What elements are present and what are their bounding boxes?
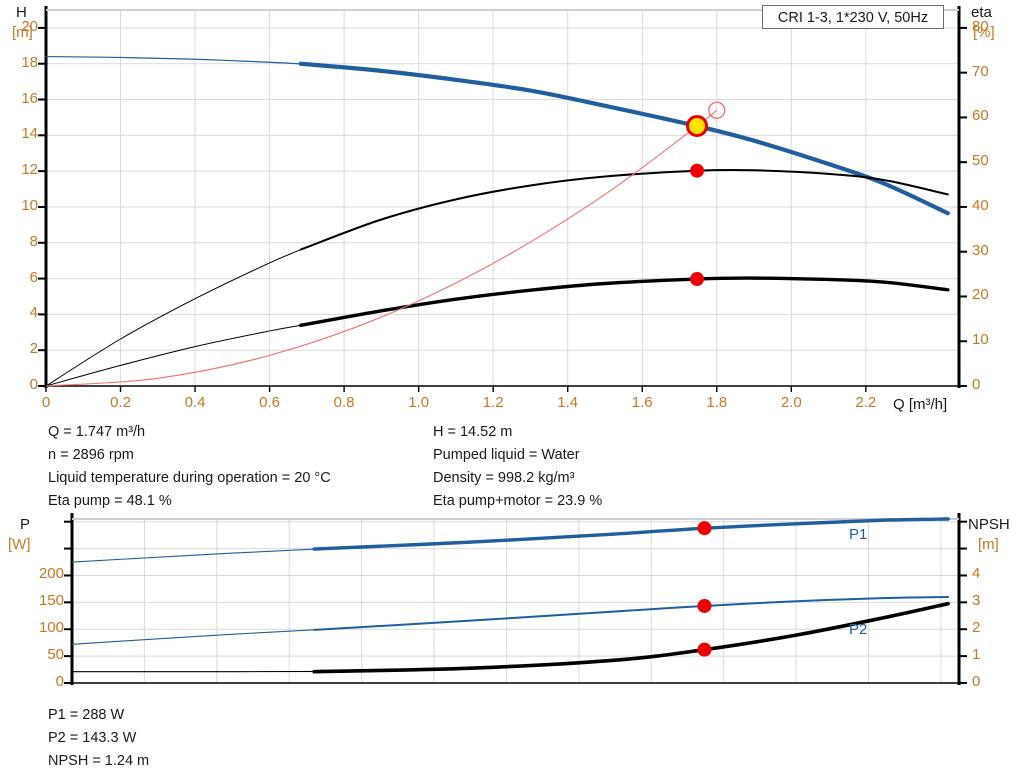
readout-flow: Q = 1.747 m³/h bbox=[48, 424, 146, 440]
efficiency-marker-1[interactable] bbox=[690, 163, 705, 178]
top-x-tick-label-1.0: 1.0 bbox=[408, 394, 430, 411]
top-right-tick-label-0: 0 bbox=[972, 376, 981, 393]
readout-eta-pump: Eta pump = 48.1 % bbox=[48, 493, 172, 509]
top-left-tick-label-2: 2 bbox=[29, 340, 38, 358]
bottom-marker-2[interactable] bbox=[697, 598, 712, 613]
bottom-chart-frame bbox=[64, 513, 967, 685]
system-curve-endpoint-circle bbox=[708, 101, 726, 119]
curve-p1 bbox=[312, 517, 950, 551]
top-left-tick-label-8: 8 bbox=[29, 232, 38, 250]
top-right-axis-title: eta bbox=[971, 4, 992, 21]
bottom-right-tick-label-2: 2 bbox=[972, 619, 981, 637]
bottom-marker-1[interactable] bbox=[697, 521, 712, 536]
bottom-left-axis-title: P bbox=[20, 516, 31, 533]
top-x-axis-label: Q [m³/h] bbox=[893, 396, 948, 413]
readout-p2: P2 = 143.3 W bbox=[48, 730, 137, 746]
bottom-left-axis-unit: [W] bbox=[8, 536, 31, 553]
top-x-tick-label-0.4: 0.4 bbox=[184, 394, 206, 411]
readout-pumped-liquid: Pumped liquid = Water bbox=[433, 447, 580, 463]
top-x-tick-label-0.8: 0.8 bbox=[333, 394, 355, 411]
top-right-tick-label-60: 60 bbox=[972, 107, 989, 125]
top-right-tick-label-30: 30 bbox=[972, 241, 989, 259]
curve-npsh bbox=[312, 601, 950, 674]
bottom-chart-gridlines bbox=[72, 519, 959, 683]
curve-head-h bbox=[298, 61, 950, 216]
curve-p2-preview bbox=[71, 628, 325, 645]
top-left-axis-unit: [m] bbox=[12, 24, 33, 41]
top-right-tick-label-50: 50 bbox=[972, 152, 989, 170]
top-left-tick-label-14: 14 bbox=[21, 125, 38, 143]
bottom-right-tick-label-4: 4 bbox=[972, 565, 981, 583]
bottom-marker-3[interactable] bbox=[697, 642, 712, 657]
curve-eta-pump-preview bbox=[45, 247, 306, 387]
bottom-chart-plot bbox=[64, 513, 967, 694]
top-chart-curves bbox=[45, 55, 950, 387]
bottom-left-tick-label-150: 150 bbox=[38, 592, 64, 610]
top-x-tick-label-0.6: 0.6 bbox=[259, 394, 280, 411]
bottom-right-tick-label-0: 0 bbox=[972, 673, 981, 690]
bottom-left-tick-label-200: 200 bbox=[38, 565, 64, 583]
top-x-tick-label-1.8: 1.8 bbox=[706, 394, 728, 411]
top-right-tick-label-40: 40 bbox=[972, 196, 989, 214]
readout-p1: P1 = 288 W bbox=[48, 707, 125, 723]
top-right-tick-label-10: 10 bbox=[972, 331, 989, 349]
curve-eta-pump-motor bbox=[299, 276, 950, 328]
top-left-tick-label-6: 6 bbox=[29, 268, 38, 286]
top-x-tick-label-1.6: 1.6 bbox=[631, 394, 653, 411]
top-left-tick-label-18: 18 bbox=[21, 53, 38, 71]
top-chart-frame bbox=[38, 6, 967, 392]
bottom-left-tick-label-100: 100 bbox=[38, 619, 64, 637]
bottom-right-axis-unit: [m] bbox=[978, 536, 999, 553]
top-x-tick-label-1.4: 1.4 bbox=[557, 394, 579, 411]
curve-eta-pump bbox=[299, 168, 949, 251]
curve-head-h-preview bbox=[45, 55, 306, 65]
bottom-left-tick-label-0: 0 bbox=[55, 673, 64, 690]
top-right-tick-label-80: 80 bbox=[972, 17, 989, 35]
bottom-right-tick-label-1: 1 bbox=[972, 646, 981, 664]
readout-speed: n = 2896 rpm bbox=[48, 447, 134, 463]
bottom-left-tick-label-50: 50 bbox=[47, 646, 64, 664]
top-x-tick-label-1.2: 1.2 bbox=[482, 394, 504, 411]
top-chart-markers bbox=[686, 101, 726, 287]
curve-eta-pump-motor-preview bbox=[45, 324, 306, 387]
top-x-tick-label-2.2: 2.2 bbox=[855, 394, 877, 411]
chart-title-box: CRI 1-3, 1*230 V, 50Hz bbox=[762, 5, 944, 29]
readout-npsh: NPSH = 1.24 m bbox=[48, 753, 150, 769]
top-plot-background bbox=[46, 10, 959, 386]
top-left-tick-label-16: 16 bbox=[21, 89, 38, 107]
bottom-chart-markers bbox=[697, 521, 712, 657]
top-right-tick-label-70: 70 bbox=[972, 62, 989, 80]
curve-label-p2: P2 bbox=[849, 621, 868, 638]
readout-head: H = 14.52 m bbox=[433, 424, 513, 440]
curve-p2 bbox=[313, 595, 950, 631]
readout-density: Density = 998.2 kg/m³ bbox=[433, 470, 575, 486]
duty-point-marker[interactable] bbox=[686, 115, 709, 138]
top-left-tick-label-4: 4 bbox=[29, 304, 38, 322]
system-curve bbox=[45, 109, 718, 387]
top-left-tick-label-12: 12 bbox=[21, 161, 38, 179]
top-x-tick-label-2.0: 2.0 bbox=[780, 394, 802, 411]
top-left-tick-label-10: 10 bbox=[21, 196, 38, 214]
bottom-right-axis-title: NPSH bbox=[968, 516, 1010, 533]
curve-p1-preview bbox=[71, 548, 325, 563]
top-left-tick-label-0: 0 bbox=[29, 376, 38, 393]
readout-eta-pump-motor: Eta pump+motor = 23.9 % bbox=[433, 493, 603, 509]
top-x-tick-label-0.2: 0.2 bbox=[110, 394, 131, 411]
top-right-tick-label-20: 20 bbox=[972, 286, 989, 304]
top-x-tick-label-0: 0 bbox=[41, 394, 51, 411]
bottom-chart-curves bbox=[71, 517, 950, 674]
bottom-right-tick-label-3: 3 bbox=[972, 592, 981, 610]
readout-liquid-temperature: Liquid temperature during operation = 20… bbox=[48, 470, 331, 486]
efficiency-marker-2[interactable] bbox=[690, 272, 705, 287]
top-left-tick-label-20: 20 bbox=[21, 17, 38, 35]
curve-label-p1: P1 bbox=[849, 526, 868, 543]
top-right-axis-unit: [%] bbox=[973, 24, 995, 41]
top-chart-plot bbox=[38, 6, 967, 392]
top-left-axis-title: H bbox=[16, 4, 27, 21]
top-chart-gridlines bbox=[46, 10, 959, 386]
